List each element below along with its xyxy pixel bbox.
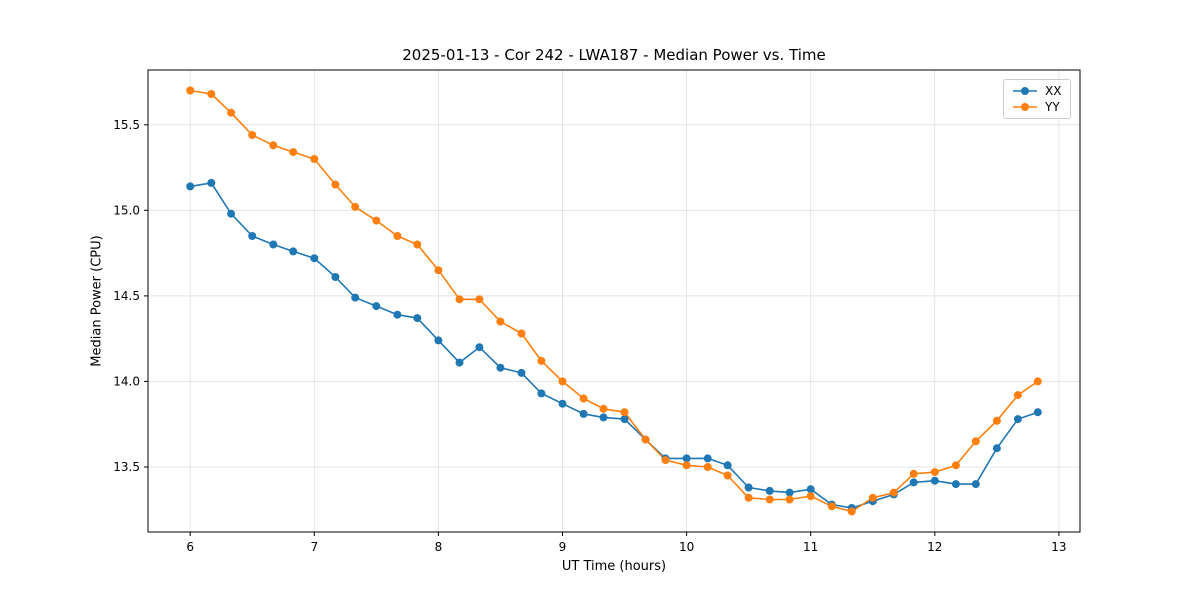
svg-text:14.0: 14.0 [113, 374, 140, 388]
svg-text:15.5: 15.5 [113, 118, 140, 132]
x-axis-label: UT Time (hours) [561, 559, 667, 574]
svg-text:7: 7 [310, 540, 318, 554]
xx-line-marker-icon [1013, 87, 1037, 95]
svg-text:14.5: 14.5 [113, 289, 140, 303]
svg-text:10: 10 [679, 540, 694, 554]
svg-text:6: 6 [186, 540, 194, 554]
svg-text:15.0: 15.0 [113, 203, 140, 217]
legend-entry-yy: YY [1011, 101, 1061, 113]
svg-text:11: 11 [803, 540, 818, 554]
y-axis-label: Median Power (CPU) [89, 235, 105, 367]
legend-label-yy: YY [1045, 100, 1060, 114]
legend: XX YY [1003, 79, 1072, 119]
legend-label-xx: XX [1045, 84, 1062, 98]
svg-text:12: 12 [927, 540, 942, 554]
chart-title: 2025-01-13 - Cor 242 - LWA187 - Median P… [402, 46, 826, 64]
svg-text:9: 9 [559, 540, 567, 554]
svg-text:8: 8 [435, 540, 443, 554]
legend-entry-xx: XX [1011, 85, 1061, 97]
svg-text:13.5: 13.5 [113, 460, 140, 474]
yy-line-marker-icon [1013, 103, 1037, 111]
svg-text:13: 13 [1051, 540, 1066, 554]
